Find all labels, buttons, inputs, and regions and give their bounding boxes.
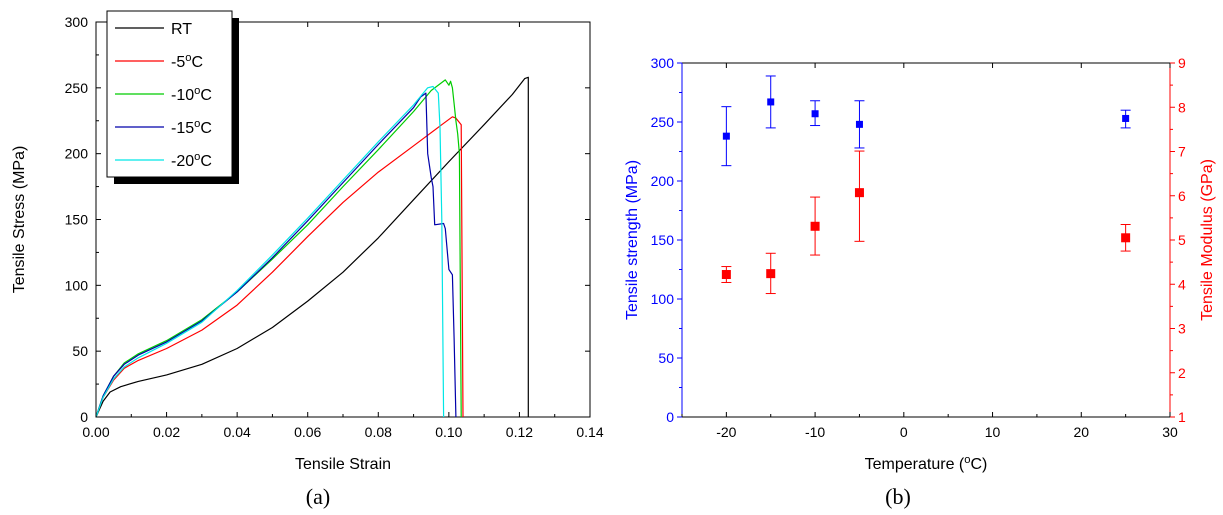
- y-left-tick-label-b: 50: [658, 350, 674, 366]
- x-tick-label-a: 0.02: [153, 424, 180, 440]
- x-tick-label-a: 0.04: [224, 424, 251, 440]
- y-left-tick-label-b: 250: [651, 114, 675, 130]
- y-tick-label-a: 0: [80, 409, 88, 425]
- data-point-left: [1122, 114, 1130, 122]
- panel-label-a: (a): [306, 484, 330, 509]
- y-right-tick-label-b: 2: [1178, 365, 1186, 381]
- y-tick-label-a: 150: [65, 212, 89, 228]
- x-tick-label-a: 0.12: [506, 424, 533, 440]
- y-left-axis-label-b: Tensile strength (MPa): [624, 160, 641, 320]
- series-line-4: [95, 85, 445, 418]
- x-tick-label-b: -10: [805, 424, 825, 440]
- data-point-right: [1121, 233, 1131, 243]
- y-right-tick-label-b: 9: [1178, 55, 1186, 71]
- data-point-right: [854, 188, 864, 198]
- y-tick-label-a: 250: [65, 80, 89, 96]
- x-tick-label-b: 30: [1162, 424, 1178, 440]
- data-point-right: [810, 221, 820, 231]
- y-tick-label-a: 200: [65, 146, 89, 162]
- y-tick-label-a: 300: [65, 14, 89, 30]
- series-line-0: [95, 76, 529, 418]
- x-tick-label-a: 0.06: [294, 424, 321, 440]
- x-tick-label-b: 0: [900, 424, 908, 440]
- series-line-1: [95, 116, 464, 418]
- data-point-left: [855, 120, 863, 128]
- x-tick-label-a: 0.08: [365, 424, 392, 440]
- y-right-tick-label-b: 1: [1178, 409, 1186, 425]
- y-right-tick-label-b: 3: [1178, 321, 1186, 337]
- y-right-tick-label-b: 8: [1178, 99, 1186, 115]
- data-point-right: [721, 270, 731, 280]
- panel-label-b: (b): [885, 484, 911, 509]
- legend-label-3: -15oC: [171, 118, 212, 137]
- y-right-tick-label-b: 5: [1178, 232, 1186, 248]
- y-left-tick-label-b: 0: [666, 409, 674, 425]
- x-axis-label-a: Tensile Strain: [295, 456, 391, 473]
- y-right-tick-label-b: 6: [1178, 188, 1186, 204]
- x-tick-label-b: 20: [1073, 424, 1089, 440]
- data-point-left: [767, 98, 775, 106]
- y-left-tick-label-b: 100: [651, 291, 675, 307]
- y-right-tick-label-b: 7: [1178, 144, 1186, 160]
- x-tick-label-b: -20: [716, 424, 736, 440]
- series-line-2: [95, 79, 462, 418]
- x-tick-label-b: 10: [985, 424, 1001, 440]
- x-tick-label-a: 0.14: [576, 424, 603, 440]
- chart-a: 0.00 0.02 0.04 0.06 0.08 0.10 0.12 0.14 0 50 100 15…: [11, 10, 604, 473]
- chart-b: -20 -10 0 10 20 30050100150200250300123456789…: [624, 55, 1216, 473]
- x-tick-label-a: 0.00: [82, 424, 109, 440]
- y-axis-label-a: Tensile Stress (MPa): [11, 146, 28, 294]
- series-line-3: [95, 92, 457, 418]
- y-left-tick-label-b: 200: [651, 173, 675, 189]
- legend-label-1: -5oC: [171, 52, 203, 71]
- y-right-tick-label-b: 4: [1178, 276, 1186, 292]
- x-tick-label-a: 0.10: [435, 424, 462, 440]
- data-point-left: [722, 132, 730, 140]
- data-point-right: [766, 269, 776, 279]
- legend-label-0: RT: [171, 21, 192, 38]
- x-axis-label-b: Temperature (oC): [865, 454, 988, 473]
- y-left-tick-label-b: 300: [651, 55, 675, 71]
- y-left-tick-label-b: 150: [651, 232, 675, 248]
- data-point-left: [811, 110, 819, 118]
- legend-label-4: -20oC: [171, 151, 212, 170]
- legend-label-2: -10oC: [171, 85, 212, 104]
- y-right-axis-label-b: Tensile Modulus (GPa): [1199, 159, 1216, 321]
- y-tick-label-a: 100: [65, 277, 89, 293]
- y-tick-label-a: 50: [72, 343, 88, 359]
